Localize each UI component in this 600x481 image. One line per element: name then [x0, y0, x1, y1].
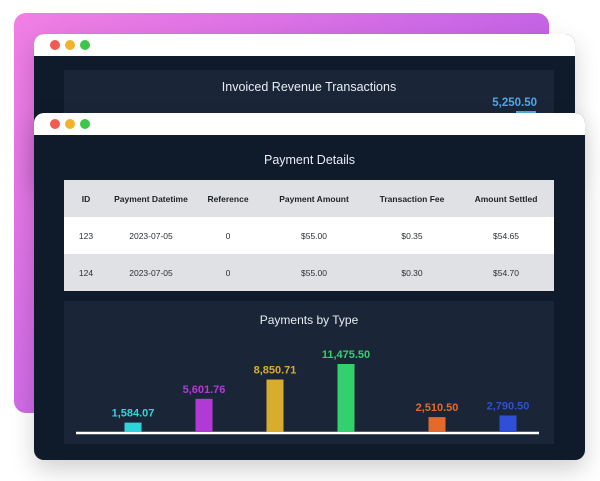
column-header[interactable]: Transaction Fee [366, 180, 458, 217]
chart-bar[interactable] [428, 417, 446, 432]
table-cell: $0.30 [366, 254, 458, 291]
payment-details-title: Payment Details [263, 153, 355, 167]
maximize-window-icon[interactable] [80, 119, 90, 129]
bar-value-label: 8,850.71 [254, 365, 297, 377]
column-header[interactable]: Reference [194, 180, 262, 217]
table-cell: $0.35 [366, 217, 458, 254]
bar-chart-svg: 1,584.07 5,601.76 8,850.71 11,475.50 2,510.5… [76, 349, 539, 435]
payments-by-type-chart: Payments by Type 1,584.07 5,601.76 8,850.7… [64, 301, 554, 444]
chart-title: Payments by Type [259, 313, 359, 327]
bar-value-label: 11,475.50 [322, 349, 370, 361]
chart-bar[interactable] [499, 415, 517, 432]
table-cell: $55.00 [262, 254, 366, 291]
payment-details-table: ID Payment Datetime Reference Payment Am… [64, 180, 554, 291]
table-cell: $54.70 [458, 254, 554, 291]
close-window-icon[interactable] [50, 40, 60, 50]
chart-bar[interactable] [337, 364, 355, 432]
table-cell: 0 [194, 217, 262, 254]
chart-bar[interactable] [266, 379, 284, 432]
minimize-window-icon[interactable] [65, 40, 75, 50]
bar-value-label: 2,790.50 [487, 400, 530, 412]
chart-bar[interactable] [124, 422, 142, 432]
table-cell: 124 [64, 254, 108, 291]
table-cell: 123 [64, 217, 108, 254]
table-cell: 0 [194, 254, 262, 291]
bar-value-label: 2,510.50 [416, 402, 459, 414]
chart-bar[interactable] [195, 398, 213, 432]
column-header[interactable]: Payment Datetime [108, 180, 194, 217]
payment-details-window: Payment Details ID Payment Datetime Refe… [34, 113, 585, 460]
bar-value-label: 5,601.76 [183, 384, 226, 396]
close-window-icon[interactable] [50, 119, 60, 129]
column-header[interactable]: Payment Amount [262, 180, 366, 217]
invoiced-revenue-title: Invoiced Revenue Transactions [221, 80, 397, 94]
table-row[interactable]: 124 2023-07-05 0 $55.00 $0.30 $54.70 [64, 254, 554, 291]
table-cell: 2023-07-05 [108, 217, 194, 254]
column-header[interactable]: Amount Settled [458, 180, 554, 217]
table-header-row: ID Payment Datetime Reference Payment Am… [64, 180, 554, 217]
table-row[interactable]: 123 2023-07-05 0 $55.00 $0.35 $54.65 [64, 217, 554, 254]
window-titlebar [34, 34, 575, 56]
maximize-window-icon[interactable] [80, 40, 90, 50]
column-header[interactable]: ID [64, 180, 108, 217]
bar-value-label: 1,584.07 [112, 408, 155, 420]
minimize-window-icon[interactable] [65, 119, 75, 129]
invoiced-revenue-value: 5,250.50 [492, 97, 537, 109]
table-cell: $54.65 [458, 217, 554, 254]
window-titlebar [34, 113, 585, 135]
table-cell: 2023-07-05 [108, 254, 194, 291]
table-cell: $55.00 [262, 217, 366, 254]
